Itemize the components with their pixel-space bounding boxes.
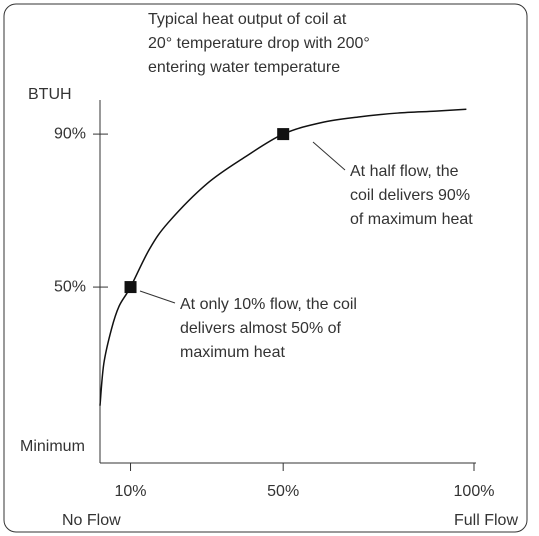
title-line: Typical heat output of coil at [148, 11, 347, 28]
data-point [277, 128, 290, 141]
y-min-label: Minimum [20, 438, 85, 455]
annotation-text: At half flow, the [350, 163, 459, 180]
annotation-text: At only 10% flow, the coil [180, 296, 357, 313]
curve [99, 108, 467, 406]
annotation-text: coil delivers 90% [350, 187, 470, 204]
annotation-text: delivers almost 50% of [180, 320, 342, 337]
title-line: entering water temperature [148, 59, 340, 76]
leader-line [139, 290, 176, 304]
annotation-text: maximum heat [180, 344, 285, 361]
y-axis-label: BTUH [28, 86, 72, 103]
x-tick-label: 10% [115, 483, 147, 500]
y-tick-label: 90% [54, 125, 86, 142]
title-line: 20° temperature drop with 200° [148, 35, 370, 52]
x-end-label: No Flow [62, 512, 121, 529]
annotation-text: of maximum heat [350, 211, 473, 228]
x-tick-label: 100% [454, 483, 495, 500]
frame [3, 3, 528, 533]
leader-line [312, 141, 346, 171]
y-tick-label: 50% [54, 278, 86, 295]
x-end-label: Full Flow [454, 512, 518, 529]
data-point [124, 281, 137, 294]
x-tick-label: 50% [267, 483, 299, 500]
